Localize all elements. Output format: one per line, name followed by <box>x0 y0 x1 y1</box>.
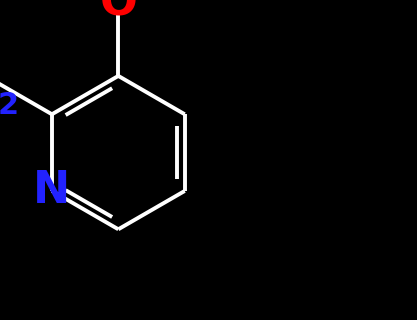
Text: N: N <box>33 169 70 212</box>
Text: 2: 2 <box>0 92 19 120</box>
Text: O: O <box>99 0 137 25</box>
